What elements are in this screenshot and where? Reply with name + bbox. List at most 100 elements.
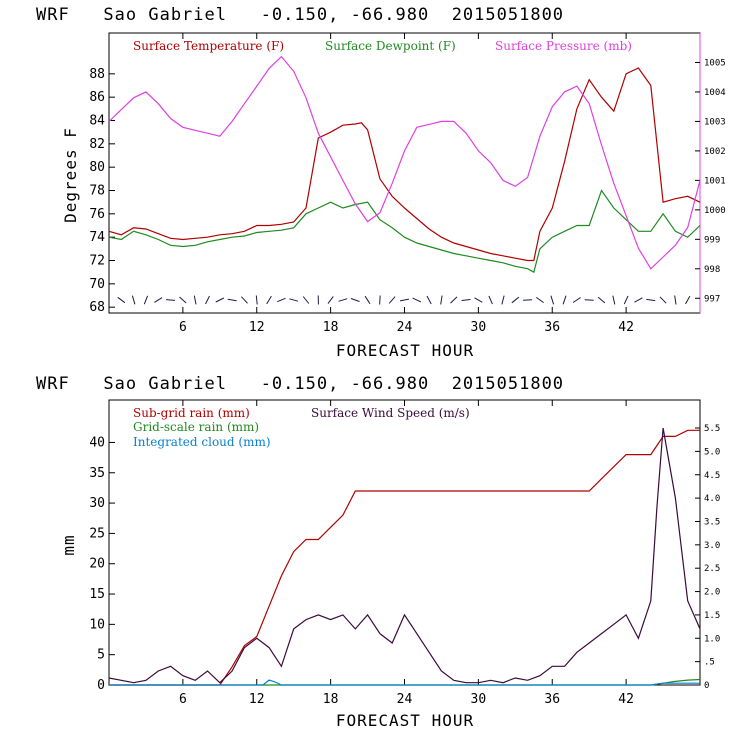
wind-barb: [289, 299, 298, 301]
wind-barb: [686, 296, 690, 304]
wind-barb: [536, 297, 543, 302]
y2-tick-label: 0: [704, 681, 709, 691]
y-tick-label: 84: [89, 114, 105, 129]
y2-tick-label: 1000: [704, 206, 726, 216]
x-tick-label: 18: [323, 692, 339, 707]
y2-tick-label: 2.0: [704, 588, 720, 598]
wind-barb: [502, 296, 504, 305]
y2-tick-label: 1.0: [704, 634, 720, 644]
x-tick-label: 36: [544, 320, 560, 335]
wind-barb: [624, 296, 628, 304]
panel2-legend-integrated-cloud: Integrated cloud (mm): [133, 435, 271, 449]
y-tick-label: 68: [89, 300, 105, 315]
y2-tick-label: 4.5: [704, 471, 720, 481]
panel1-title: WRF Sao Gabriel -0.150, -66.980 20150518…: [36, 5, 564, 25]
wind-barb: [427, 296, 431, 304]
y-tick-label: 40: [89, 435, 105, 450]
wind-barb: [194, 296, 196, 305]
wind-barb: [573, 298, 581, 303]
panel1-wind-barbs: [118, 296, 690, 305]
y-tick-label: 74: [89, 230, 105, 245]
y-tick-label: 76: [89, 207, 105, 222]
wind-barb: [635, 298, 643, 302]
y-tick-label: 86: [89, 90, 105, 105]
y-tick-label: 80: [89, 160, 105, 175]
panel2-legend-subgrid-rain: Sub-grid rain (mm): [133, 406, 250, 420]
series-line-1: [109, 430, 700, 685]
wind-barb: [489, 296, 493, 304]
wind-barb: [441, 296, 442, 305]
y-tick-label: 70: [89, 277, 105, 292]
wind-barb: [216, 298, 224, 302]
x-tick-label: 30: [471, 320, 487, 335]
y-tick-label: 35: [89, 466, 105, 481]
wind-barb: [118, 297, 125, 302]
wind-barb: [389, 297, 395, 304]
y2-tick-label: 3.5: [704, 517, 720, 527]
x-tick-label: 12: [249, 692, 265, 707]
y2-tick-label: 1004: [704, 88, 726, 98]
wind-barb: [400, 299, 409, 301]
x-tick-label: 6: [179, 692, 187, 707]
series-line-4: [109, 428, 700, 683]
wind-barb: [228, 299, 237, 301]
y-tick-label: 78: [89, 184, 105, 199]
series-line-2: [109, 191, 700, 273]
y-tick-label: 20: [89, 557, 105, 572]
y2-tick-label: 997: [704, 294, 720, 304]
panel2-y2-ticks: 0.51.01.52.02.53.03.54.04.55.05.5: [695, 424, 720, 691]
wind-barb: [462, 300, 471, 301]
panel1-series: [109, 57, 700, 273]
wind-barb: [551, 296, 554, 305]
y-tick-label: 15: [89, 587, 105, 602]
wind-barb: [646, 299, 655, 300]
wind-barb: [475, 298, 483, 303]
wind-barb: [328, 296, 333, 303]
wind-barb: [451, 297, 458, 303]
wind-barb: [365, 296, 370, 304]
wind-barb: [267, 296, 272, 304]
panel1-plot-frame: [109, 33, 700, 313]
y2-tick-label: 1001: [704, 176, 726, 186]
panel2-y-axis-label: mm: [59, 534, 78, 555]
y2-tick-label: 2.5: [704, 564, 720, 574]
y2-tick-label: 5.0: [704, 447, 720, 457]
panel1-legend-dewpoint: Surface Dewpoint (F): [325, 39, 456, 53]
series-line-1: [109, 68, 700, 261]
wind-barb: [380, 296, 381, 305]
panel1-legend-pressure: Surface Pressure (mb): [495, 39, 632, 53]
wind-barb: [660, 297, 666, 303]
panel2-title: WRF Sao Gabriel -0.150, -66.980 20150518…: [36, 374, 564, 394]
y2-tick-label: 4.0: [704, 494, 720, 504]
y-tick-label: 10: [89, 617, 105, 632]
wind-barb: [598, 297, 605, 303]
x-tick-label: 24: [397, 692, 413, 707]
panel2-x-axis-label: FORECAST HOUR: [336, 711, 474, 730]
wind-barb: [241, 297, 247, 304]
wind-barb: [144, 296, 147, 304]
y2-tick-label: 1003: [704, 117, 726, 127]
x-tick-label: 36: [544, 692, 560, 707]
wind-barb: [132, 296, 135, 305]
wind-barb: [613, 296, 615, 305]
x-tick-label: 30: [471, 692, 487, 707]
y2-tick-label: 1005: [704, 58, 726, 68]
y2-tick-label: 5.5: [704, 424, 720, 434]
wind-barb: [154, 298, 162, 303]
y2-tick-label: 998: [704, 265, 720, 275]
wind-barb: [166, 300, 175, 301]
y-tick-label: 82: [89, 137, 105, 152]
x-tick-label: 12: [249, 320, 265, 335]
wind-barb: [206, 296, 210, 304]
y-tick-label: 0: [97, 678, 105, 693]
y2-tick-label: .5: [704, 658, 715, 668]
wind-barb: [512, 297, 519, 303]
x-tick-label: 6: [179, 320, 187, 335]
panel1-x-axis-label: FORECAST HOUR: [336, 341, 474, 360]
x-tick-label: 24: [397, 320, 413, 335]
wind-barb: [180, 297, 187, 303]
